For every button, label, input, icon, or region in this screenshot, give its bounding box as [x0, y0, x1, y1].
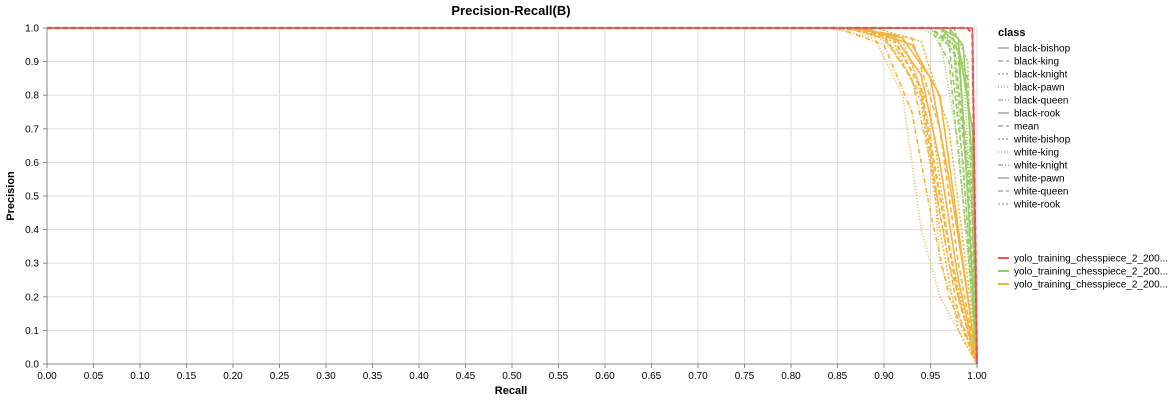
x-tick-label: 0.75 [735, 371, 755, 382]
y-tick-label: 0.5 [25, 192, 39, 203]
chart-title: Precision-Recall(B) [451, 3, 570, 18]
legend-label-black-queen: black-queen [1014, 96, 1068, 107]
y-axis-title: Precision [5, 171, 17, 221]
x-tick-label: 0.45 [456, 371, 476, 382]
legend-label-black-knight: black-knight [1014, 70, 1068, 81]
y-tick-label: 1.0 [25, 24, 39, 35]
x-tick-label: 0.30 [316, 371, 336, 382]
legend-title: class [998, 27, 1026, 39]
legend-label-black-king: black-king [1014, 57, 1059, 68]
x-tick-label: 0.15 [177, 371, 197, 382]
legend-label-white-knight: white-knight [1013, 161, 1068, 172]
series-line-white-knight [47, 27, 978, 365]
x-tick-label: 0.65 [642, 371, 662, 382]
y-tick-label: 0.3 [25, 259, 39, 270]
x-tick-label: 0.80 [781, 371, 801, 382]
plot-area [47, 26, 979, 365]
y-tick-label: 0.1 [25, 326, 39, 337]
y-tick-label: 0.2 [25, 292, 39, 303]
y-tick-label: 0.6 [25, 158, 39, 169]
legend-label-mean: mean [1014, 122, 1039, 133]
legend-label-black-pawn: black-pawn [1014, 83, 1065, 94]
x-tick-label: 0.55 [549, 371, 569, 382]
run-legend-label: yolo_training_chesspiece_2_200... [1014, 254, 1168, 265]
legend-label-black-bishop: black-bishop [1014, 44, 1071, 55]
x-tick-label: 0.85 [828, 371, 848, 382]
x-tick-label: 0.60 [595, 371, 615, 382]
y-tick-label: 0.0 [25, 360, 39, 371]
y-tick-label: 0.9 [25, 57, 39, 68]
y-tick-label: 0.7 [25, 124, 39, 135]
legend-label-white-pawn: white-pawn [1013, 174, 1065, 185]
y-tick-label: 0.8 [25, 91, 39, 102]
x-tick-label: 0.70 [688, 371, 708, 382]
x-tick-label: 0.95 [921, 371, 941, 382]
legend-label-black-rook: black-rook [1014, 109, 1061, 120]
x-tick-label: 0.90 [874, 371, 894, 382]
run-legend-label: yolo_training_chesspiece_2_200... [1014, 280, 1168, 291]
legend-label-white-queen: white-queen [1013, 187, 1068, 198]
x-tick-label: 1.00 [967, 371, 987, 382]
legend-label-white-king: white-king [1013, 148, 1059, 159]
y-tick-label: 0.4 [25, 225, 39, 236]
axes: 0.00 0.05 0.10 0.15 0.20 0.25 0.30 0.35 0.40 0.45… [25, 24, 987, 383]
legend-label-white-bishop: white-bishop [1013, 135, 1071, 146]
x-tick-label: 0.00 [37, 371, 57, 382]
legend-label-white-rook: white-rook [1013, 200, 1061, 211]
series-line-black-rook [47, 27, 978, 365]
x-tick-label: 0.10 [130, 371, 150, 382]
x-tick-label: 0.05 [84, 371, 104, 382]
grid [46, 27, 978, 365]
legend: class black-bishop black-king black-knight… [998, 27, 1168, 291]
series-line-black-king [47, 27, 978, 365]
series-line-black-queen [47, 27, 978, 365]
run-legend-label: yolo_training_chesspiece_2_200... [1014, 267, 1168, 278]
x-tick-label: 0.35 [363, 371, 383, 382]
x-tick-label: 0.40 [409, 371, 429, 382]
x-tick-label: 0.25 [270, 371, 290, 382]
x-tick-label: 0.50 [502, 371, 522, 382]
x-tick-label: 0.20 [223, 371, 243, 382]
x-axis-title: Recall [495, 385, 527, 397]
